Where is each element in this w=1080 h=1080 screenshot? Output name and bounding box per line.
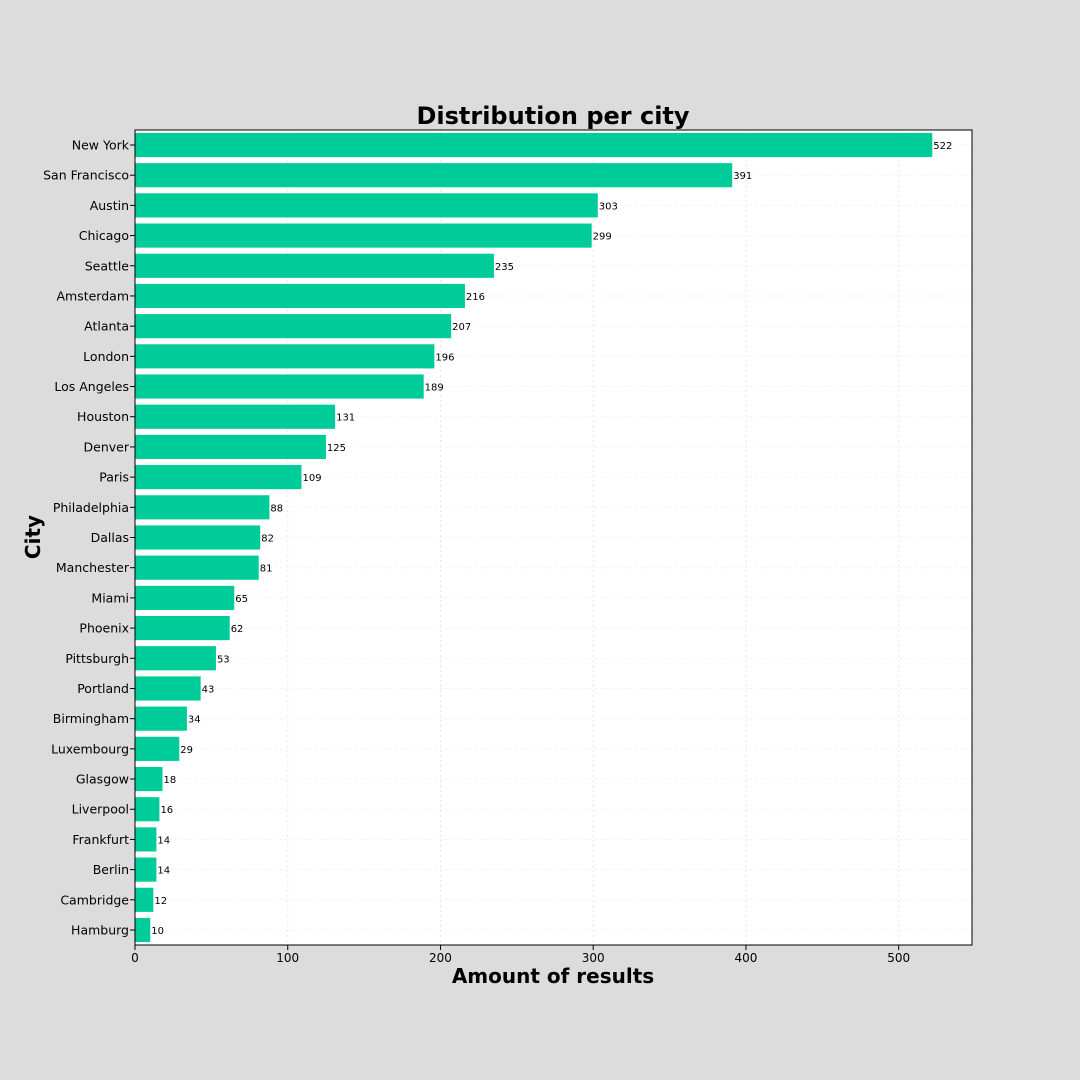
data-label: 10 (151, 926, 164, 937)
data-label: 109 (302, 473, 321, 484)
bar (135, 374, 424, 399)
chart-title: Distribution per city (416, 102, 689, 130)
x-axis-label: Amount of results (452, 964, 654, 988)
data-label: 88 (270, 503, 283, 514)
y-tick-label: Frankfurt (72, 832, 129, 847)
y-tick-label: Paris (99, 470, 129, 485)
data-label: 391 (733, 171, 752, 182)
bar (135, 344, 435, 369)
data-label: 62 (231, 624, 244, 635)
data-label: 196 (435, 352, 454, 363)
bar (135, 434, 326, 459)
y-tick-label: Phoenix (79, 621, 129, 636)
x-tick-label: 300 (582, 951, 605, 965)
bar (135, 585, 235, 610)
bar (135, 132, 933, 158)
y-axis-label: City (21, 515, 45, 559)
x-axis-ticks: 0 100 200 300 400 500 (131, 945, 910, 965)
data-label: 216 (466, 292, 485, 303)
data-label: 81 (260, 564, 273, 575)
bar (135, 525, 261, 550)
x-tick-label: 200 (429, 951, 452, 965)
y-tick-label: Birmingham (53, 711, 129, 726)
bar (135, 253, 494, 278)
y-tick-label: Miami (91, 590, 129, 605)
data-label: 303 (599, 201, 618, 212)
bar (135, 314, 452, 339)
y-tick-label: Seattle (85, 258, 130, 273)
y-tick-label: Luxembourg (51, 741, 129, 756)
y-tick-label: Liverpool (72, 802, 129, 817)
data-label: 14 (157, 866, 170, 877)
data-label: 43 (202, 684, 215, 695)
plot-area: 522 391 303 299 235 216 207 196 189 131 125 109 88 82… (134, 129, 973, 946)
y-tick-label: Houston (77, 409, 129, 424)
y-tick-label: Los Angeles (54, 379, 129, 394)
x-tick-label: 400 (734, 951, 757, 965)
y-tick-label: Berlin (93, 862, 129, 877)
bars (135, 132, 933, 943)
data-label: 53 (217, 654, 230, 665)
data-label: 82 (261, 534, 274, 545)
x-tick-label: 0 (131, 951, 139, 965)
data-label: 299 (593, 232, 612, 243)
y-tick-label: Atlanta (84, 319, 129, 334)
bar (135, 555, 259, 580)
bar (135, 163, 733, 188)
bar (135, 465, 302, 490)
x-tick-label: 500 (887, 951, 910, 965)
bar (135, 495, 270, 520)
bar (135, 223, 592, 248)
y-tick-label: Portland (77, 681, 129, 696)
bar (135, 766, 163, 792)
data-label: 235 (495, 262, 514, 273)
y-tick-label: Austin (90, 198, 129, 213)
data-label: 522 (933, 141, 952, 152)
bar (135, 887, 154, 912)
bar (135, 646, 216, 671)
data-label: 12 (154, 896, 167, 907)
y-tick-label: Philadelphia (53, 500, 129, 515)
y-tick-label: Chicago (79, 228, 129, 243)
y-tick-label: Hamburg (71, 923, 129, 938)
bar (135, 797, 160, 822)
y-tick-label: Dallas (91, 530, 129, 545)
y-tick-label: Glasgow (76, 772, 129, 787)
bar (135, 283, 465, 309)
data-label: 131 (336, 413, 355, 424)
y-tick-label: San Francisco (43, 168, 129, 183)
data-label: 34 (188, 715, 201, 726)
bar (135, 857, 157, 882)
data-label: 18 (163, 775, 176, 786)
y-tick-label: London (83, 349, 129, 364)
data-label: 207 (452, 322, 471, 333)
bar (135, 736, 180, 761)
y-axis-ticks: New York San Francisco Austin Chicago Seattl… (43, 138, 135, 938)
bar (135, 193, 598, 218)
bar (135, 404, 336, 429)
data-label: 16 (160, 805, 173, 816)
y-tick-label: Pittsburgh (65, 651, 129, 666)
data-label: 65 (235, 594, 248, 605)
y-tick-label: Manchester (56, 560, 130, 575)
data-label: 29 (180, 745, 193, 756)
y-tick-label: Denver (84, 439, 130, 454)
bar (135, 917, 151, 943)
bar (135, 676, 201, 701)
data-label: 14 (157, 835, 170, 846)
bar (135, 827, 157, 852)
bar (135, 616, 230, 641)
data-labels: 522 391 303 299 235 216 207 196 189 131 125 109 88 82… (151, 141, 952, 937)
data-label: 125 (327, 443, 346, 454)
bar (135, 706, 187, 731)
x-tick-label: 100 (276, 951, 299, 965)
y-tick-label: Amsterdam (56, 288, 129, 303)
data-label: 189 (425, 383, 444, 394)
y-tick-label: New York (72, 138, 130, 153)
y-tick-label: Cambridge (60, 892, 129, 907)
